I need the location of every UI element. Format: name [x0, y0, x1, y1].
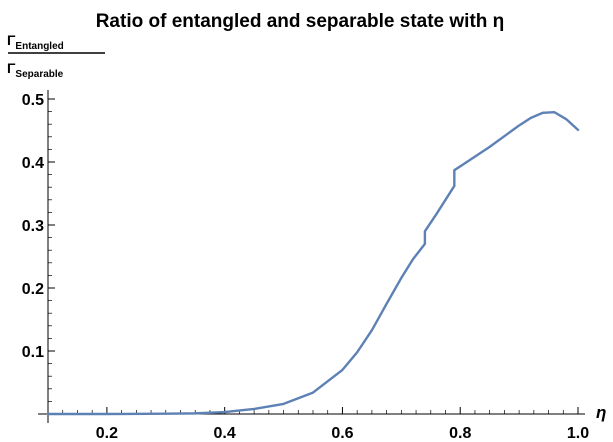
series-line: [46, 111, 580, 416]
y-ticks: 0.1 0.2 0.3 0.4 0.5: [22, 92, 55, 361]
y-label-numerator-symbol: Γ: [7, 32, 16, 48]
y-label-denominator-sub: Separable: [15, 69, 63, 80]
y-label-denominator: ΓSeparable: [7, 60, 64, 80]
y-label-numerator-sub: Entangled: [15, 41, 63, 52]
y-label-numerator: ΓEntangled: [7, 32, 64, 52]
y-tick-label: 0.1: [22, 344, 44, 361]
x-tick-label: 0.4: [214, 425, 236, 442]
x-ticks: 0.2 0.4 0.6 0.8 1.0: [96, 407, 589, 442]
x-tick-label: 0.6: [331, 425, 353, 442]
y-label-denominator-symbol: Γ: [7, 60, 16, 76]
x-tick-label: 1.0: [567, 425, 589, 442]
x-axis-label: η: [596, 403, 606, 422]
y-tick-label: 0.2: [22, 281, 44, 298]
y-axis-label: ΓEntangled ΓSeparable: [7, 32, 105, 80]
y-tick-label: 0.3: [22, 218, 44, 235]
y-tick-label: 0.5: [22, 92, 44, 109]
chart-title: Ratio of entangled and separable state w…: [96, 11, 505, 32]
y-tick-label: 0.4: [22, 155, 44, 172]
series-group: [46, 111, 580, 416]
x-tick-label: 0.8: [449, 425, 471, 442]
minor-ticks: [48, 111, 564, 414]
x-tick-label: 0.2: [96, 425, 118, 442]
